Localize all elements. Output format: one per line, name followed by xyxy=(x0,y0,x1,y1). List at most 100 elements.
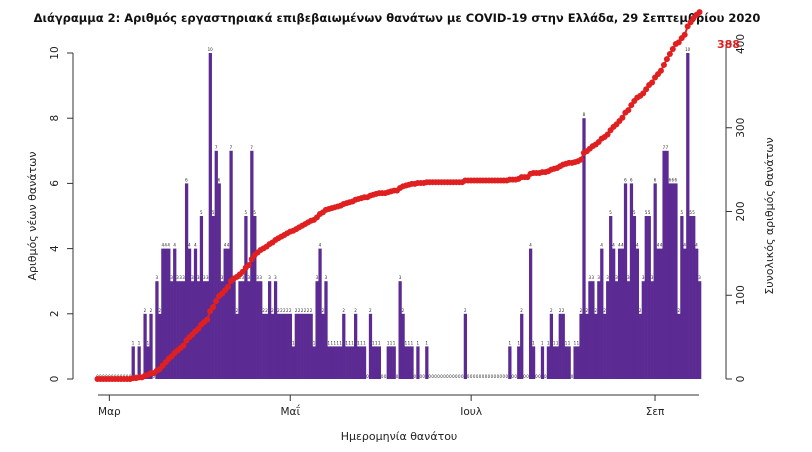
bar-value-label: 4 xyxy=(683,243,686,248)
left-y-tick-label: 6 xyxy=(49,180,61,187)
bar-value-label: 3 xyxy=(191,275,194,280)
bar-value-label: 1 xyxy=(541,340,544,345)
cumulative-deaths-point xyxy=(675,39,682,46)
bar-value-label: 2 xyxy=(304,308,307,313)
bar-value-label: 2 xyxy=(158,308,161,313)
bar-value-label: 0 xyxy=(449,374,452,379)
daily-deaths-bar xyxy=(647,216,651,379)
bar-value-label: 3 xyxy=(399,275,402,280)
daily-deaths-bar xyxy=(285,313,290,379)
bar-value-label: 3 xyxy=(259,275,262,280)
daily-deaths-bar xyxy=(561,313,565,379)
bar-value-label: 3 xyxy=(197,275,200,280)
bar-value-label: 4 xyxy=(660,243,663,248)
bar-value-label: 1 xyxy=(357,340,360,345)
bar-value-label: 1 xyxy=(387,340,390,345)
bar-value-label: 1 xyxy=(348,340,351,345)
bar-value-label: 2 xyxy=(150,308,153,313)
daily-deaths-bar xyxy=(161,248,165,379)
daily-deaths-bar xyxy=(333,346,337,379)
bar-value-label: 3 xyxy=(239,275,242,280)
bar-value-label: 0 xyxy=(511,374,514,379)
bar-value-label: 2 xyxy=(580,308,583,313)
bar-value-label: 1 xyxy=(330,340,333,345)
cumulative-deaths-point xyxy=(604,131,611,138)
daily-deaths-bar xyxy=(698,281,702,379)
bar-value-label: 4 xyxy=(600,243,603,248)
bar-value-label: 1 xyxy=(556,340,559,345)
bar-value-label: 1 xyxy=(517,340,520,345)
bar-value-label: 3 xyxy=(268,275,271,280)
bar-value-label: 3 xyxy=(179,275,182,280)
bar-value-label: 2 xyxy=(301,308,304,313)
cumulative-deaths-point xyxy=(663,56,670,63)
bar-value-label: 3 xyxy=(206,275,209,280)
bar-value-label: 1 xyxy=(339,340,342,345)
bar-value-label: 1 xyxy=(138,340,141,345)
bar-value-label: 0 xyxy=(446,374,449,379)
bar-value-label: 5 xyxy=(200,210,203,215)
daily-deaths-bars xyxy=(131,53,702,379)
bar-value-label: 1 xyxy=(328,340,331,345)
daily-deaths-bar xyxy=(291,346,296,379)
bar-value-label: 3 xyxy=(182,275,185,280)
bar-value-label: 2 xyxy=(322,308,325,313)
daily-deaths-bar xyxy=(377,346,382,379)
cumulative-deaths-point xyxy=(195,325,202,332)
bar-value-label: 6 xyxy=(630,177,633,182)
daily-deaths-bar xyxy=(158,313,162,379)
x-axis-ticks: Μαρ Μαΐ Ιουλ Σεπ xyxy=(98,395,665,418)
bar-value-label: 1 xyxy=(508,340,511,345)
bar-value-label: 2 xyxy=(283,308,286,313)
bar-value-label: 3 xyxy=(698,275,701,280)
bar-value-label: 2 xyxy=(354,308,357,313)
daily-deaths-bar xyxy=(354,313,358,379)
bar-value-label: 5 xyxy=(244,210,247,215)
bar-value-label: 1 xyxy=(547,340,550,345)
bar-value-label: 1 xyxy=(532,340,535,345)
bar-value-label: 2 xyxy=(559,308,562,313)
daily-deaths-bar xyxy=(398,281,402,379)
bar-value-label: 1 xyxy=(375,340,378,345)
daily-deaths-bar xyxy=(564,346,568,379)
daily-deaths-bar xyxy=(603,313,607,379)
bar-value-label: 1 xyxy=(333,340,336,345)
right-y-tick-label: 400 xyxy=(735,34,747,54)
daily-deaths-bar xyxy=(184,183,189,379)
bar-value-label: 7 xyxy=(666,145,669,150)
bar-value-label: 0 xyxy=(384,374,387,379)
right-y-tick-label: 100 xyxy=(735,285,747,305)
chart-title: Διάγραμμα 2: Αριθμός εργαστηριακά επιβεβ… xyxy=(34,11,761,25)
cumulative-deaths-point xyxy=(224,283,231,290)
daily-deaths-bar xyxy=(208,53,212,379)
daily-deaths-bar xyxy=(170,281,174,379)
bar-value-label: 2 xyxy=(144,308,147,313)
daily-deaths-bar xyxy=(356,346,361,379)
bar-value-label: 10 xyxy=(685,47,691,52)
bar-value-label: 1 xyxy=(390,340,393,345)
daily-deaths-bar xyxy=(173,248,177,379)
left-y-tick-label: 0 xyxy=(49,376,61,383)
bar-value-label: 4 xyxy=(621,243,624,248)
bar-value-label: 2 xyxy=(342,308,345,313)
daily-deaths-bar xyxy=(131,346,135,379)
cumulative-deaths-point xyxy=(643,86,650,93)
bar-value-label: 6 xyxy=(654,177,657,182)
daily-deaths-bar xyxy=(635,248,640,379)
daily-deaths-bar xyxy=(644,216,648,379)
daily-deaths-bar xyxy=(226,248,230,379)
daily-deaths-bar xyxy=(620,248,625,379)
daily-deaths-bar xyxy=(386,346,390,379)
bar-value-label: 0 xyxy=(505,374,508,379)
bar-value-label: 2 xyxy=(550,308,553,313)
bar-value-label: 2 xyxy=(594,308,597,313)
bar-value-label: 0 xyxy=(455,374,458,379)
bar-value-label: 5 xyxy=(645,210,648,215)
bar-value-label: 0 xyxy=(443,374,446,379)
daily-deaths-bar xyxy=(179,281,183,379)
bar-value-label: 0 xyxy=(431,374,434,379)
bar-value-label: 0 xyxy=(514,374,517,379)
bar-value-label: 4 xyxy=(227,243,230,248)
daily-deaths-bar xyxy=(416,346,420,379)
daily-deaths-bar xyxy=(187,248,192,379)
